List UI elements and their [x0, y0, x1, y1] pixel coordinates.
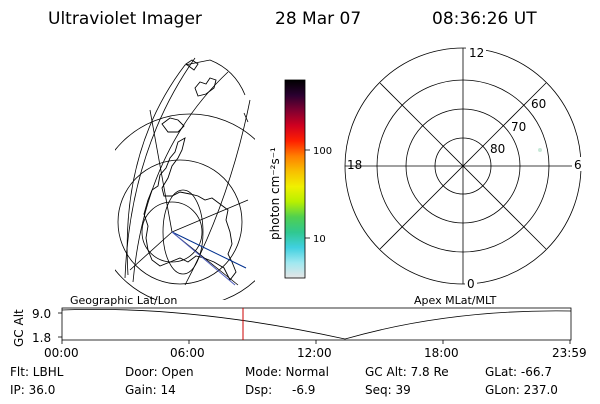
geographic-map: [115, 57, 255, 300]
fov-line: [171, 231, 236, 286]
status-door: Door: Open: [125, 365, 194, 379]
colorbar-gradient: [284, 79, 306, 279]
status-gain: Gain: 14: [125, 383, 176, 397]
y-tick-label: 9.0: [32, 307, 51, 321]
polar-diagonal: [379, 82, 547, 250]
colorbar-tick-10: 10: [313, 234, 326, 245]
status-readout: Flt: LBHL IP: 36.0 Door: Open Gain: 14 M…: [10, 365, 558, 397]
polar-speck: [538, 148, 542, 152]
meridian-arc: [132, 71, 229, 283]
polar-plot: [344, 47, 582, 285]
status-gc-alt: GC Alt: 7.8 Re: [365, 365, 449, 379]
coastline: [143, 137, 237, 281]
radial-line: [171, 199, 249, 233]
lat-label-60: 60: [531, 97, 546, 111]
horizon-arc: [126, 59, 246, 276]
coastline: [185, 59, 199, 71]
timeline-frame: [61, 307, 572, 341]
colorbar-tick-100: 100: [313, 146, 332, 157]
y-axis-label: GC Alt: [12, 309, 26, 347]
timeline: Geographic Lat/Lon Apex MLat/MLT 9.0 1.8…: [12, 294, 587, 360]
y-tick-label: 1.8: [32, 331, 51, 345]
mlt-label-6: 6: [574, 158, 582, 172]
polar-labels: 12 18 6 0 60 70 80: [347, 45, 584, 291]
coastline: [161, 117, 185, 133]
timeline-right-label: Apex MLat/MLT: [414, 294, 497, 307]
status-seq: Seq: 39: [365, 383, 411, 397]
status-dsp-value: -6.9: [292, 383, 315, 397]
latitude-circle: [141, 201, 203, 263]
colorbar: 100 10 photon cm⁻²s⁻¹: [268, 79, 332, 279]
coastline: [194, 77, 217, 97]
title: Ultraviolet Imager: [48, 9, 202, 29]
mlt-label-12: 12: [469, 46, 484, 60]
tick-mark: [243, 112, 249, 123]
date: 28 Mar 07: [275, 9, 361, 29]
status-glat: GLat: -66.7: [485, 365, 552, 379]
status-dsp: Dsp:: [245, 383, 272, 397]
colorbar-label: photon cm⁻²s⁻¹: [268, 147, 282, 240]
pole-ellipse: [162, 189, 204, 275]
x-tick-label: 00:00: [44, 346, 79, 360]
gc-alt-curve: [61, 308, 572, 340]
timeline-left-label: Geographic Lat/Lon: [70, 294, 177, 307]
time: 08:36:26 UT: [432, 9, 537, 29]
x-tick-label: 12:00: [297, 346, 332, 360]
status-flt: Flt: LBHL: [10, 365, 64, 379]
meridian-arc: [124, 57, 196, 279]
latitude-circle: [115, 113, 255, 300]
mlt-label-0: 0: [467, 277, 475, 291]
status-ip: IP: 36.0: [10, 383, 55, 397]
radial-line: [149, 109, 173, 233]
x-tick-label: 06:00: [170, 346, 205, 360]
lat-label-70: 70: [511, 120, 526, 134]
status-mode: Mode: Normal: [245, 365, 329, 379]
x-tick-label: 23:59: [552, 346, 587, 360]
radial-line: [129, 231, 173, 271]
latitude-circle: [117, 159, 243, 285]
status-glon: GLon: 237.0: [485, 383, 558, 397]
header: Ultraviolet Imager 28 Mar 07 08:36:26 UT: [48, 9, 537, 29]
mlt-label-18: 18: [347, 158, 362, 172]
lat-label-80: 80: [490, 142, 505, 156]
x-tick-label: 18:00: [424, 346, 459, 360]
fov-line: [171, 231, 247, 269]
